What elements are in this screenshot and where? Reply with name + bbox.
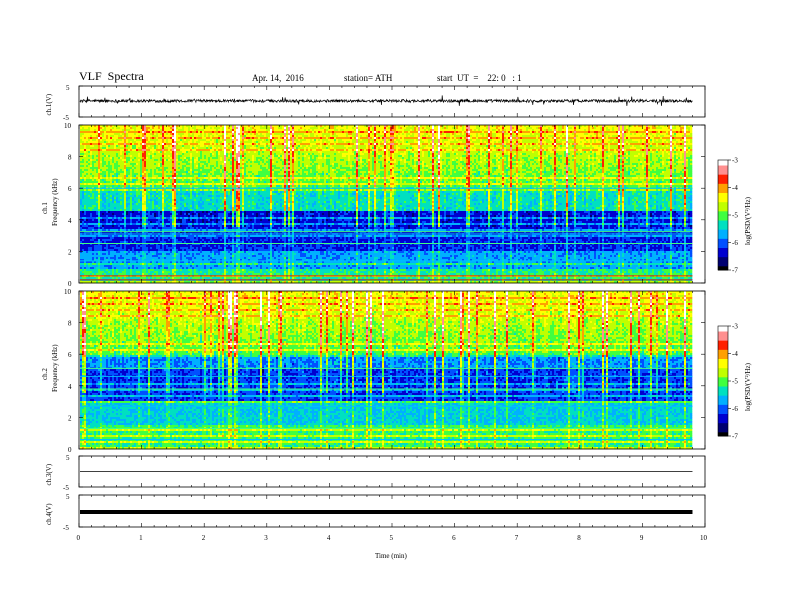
- colorbar-tick-label: -3: [732, 323, 738, 331]
- y-axis-label: Frequency (kHz): [51, 344, 59, 392]
- colorbar-tick-label: -4: [732, 184, 738, 192]
- y-axis-label: ch.2: [41, 368, 49, 380]
- y-tick-label: 4: [68, 383, 72, 391]
- spectrogram-image-ch2-spectrogram: [80, 291, 692, 449]
- y-tick-label: 6: [68, 351, 72, 359]
- y-tick-label: 5: [66, 454, 70, 462]
- x-axis-label: Time (min): [375, 552, 407, 560]
- vlf-spectra-figure: VLF Spectra Apr. 14, 2016 station= ATH s…: [0, 0, 792, 612]
- y-tick-label: 5: [66, 493, 70, 501]
- colorbar-tick-label: -5: [732, 212, 738, 220]
- y-axis-label: ch.4(V): [45, 503, 53, 525]
- x-tick-label: 10: [700, 534, 708, 542]
- colorbar-label: log(PSD/(V²/Hz): [744, 196, 752, 245]
- colorbar-tick-label: -6: [732, 405, 738, 413]
- x-tick-label: 5: [390, 534, 394, 542]
- y-tick-label: -5: [63, 114, 69, 122]
- spectrogram-image-ch1-spectrogram: [80, 125, 692, 283]
- x-tick-label: 2: [202, 534, 206, 542]
- y-tick-label: -5: [63, 484, 69, 492]
- colorbar-tick-label: -7: [732, 433, 738, 441]
- y-tick-label: 8: [68, 320, 72, 328]
- y-tick-label: 0: [68, 446, 72, 454]
- y-tick-label: 0: [68, 280, 72, 288]
- y-axis-label: ch.1: [41, 202, 49, 214]
- x-tick-label: 9: [640, 534, 644, 542]
- y-axis-label: ch.1(V): [45, 93, 53, 115]
- ch1-waveform-line: [80, 95, 693, 106]
- y-tick-label: -5: [63, 524, 69, 532]
- x-tick-label: 6: [452, 534, 456, 542]
- x-tick-label: 0: [77, 534, 81, 542]
- x-tick-label: 3: [264, 534, 268, 542]
- colorbar-label: log(PSD/(V²/Hz): [744, 362, 752, 411]
- y-tick-label: 6: [68, 185, 72, 193]
- colorbar-tick-label: -3: [732, 157, 738, 165]
- y-tick-label: 5: [66, 84, 70, 92]
- colorbar-tick-label: -7: [732, 267, 738, 275]
- x-tick-label: 1: [139, 534, 143, 542]
- y-tick-label: 10: [64, 288, 72, 296]
- y-axis-label: ch.3(V): [45, 463, 53, 485]
- y-tick-label: 8: [68, 154, 72, 162]
- colorbar-tick-label: -4: [732, 350, 738, 358]
- chart-canvas: 5-5ch.1(V)0246810ch.1 Frequency (kHz)-3-4…: [0, 0, 792, 612]
- x-tick-label: 8: [577, 534, 581, 542]
- colorbar-tick-label: -6: [732, 239, 738, 247]
- y-tick-label: 4: [68, 217, 72, 225]
- x-tick-label: 4: [327, 534, 331, 542]
- x-tick-label: 7: [515, 534, 519, 542]
- y-tick-label: 10: [64, 122, 72, 130]
- y-axis-label: Frequency (kHz): [51, 178, 59, 226]
- colorbar-tick-label: -5: [732, 378, 738, 386]
- y-tick-label: 2: [68, 414, 72, 422]
- y-tick-label: 2: [68, 248, 72, 256]
